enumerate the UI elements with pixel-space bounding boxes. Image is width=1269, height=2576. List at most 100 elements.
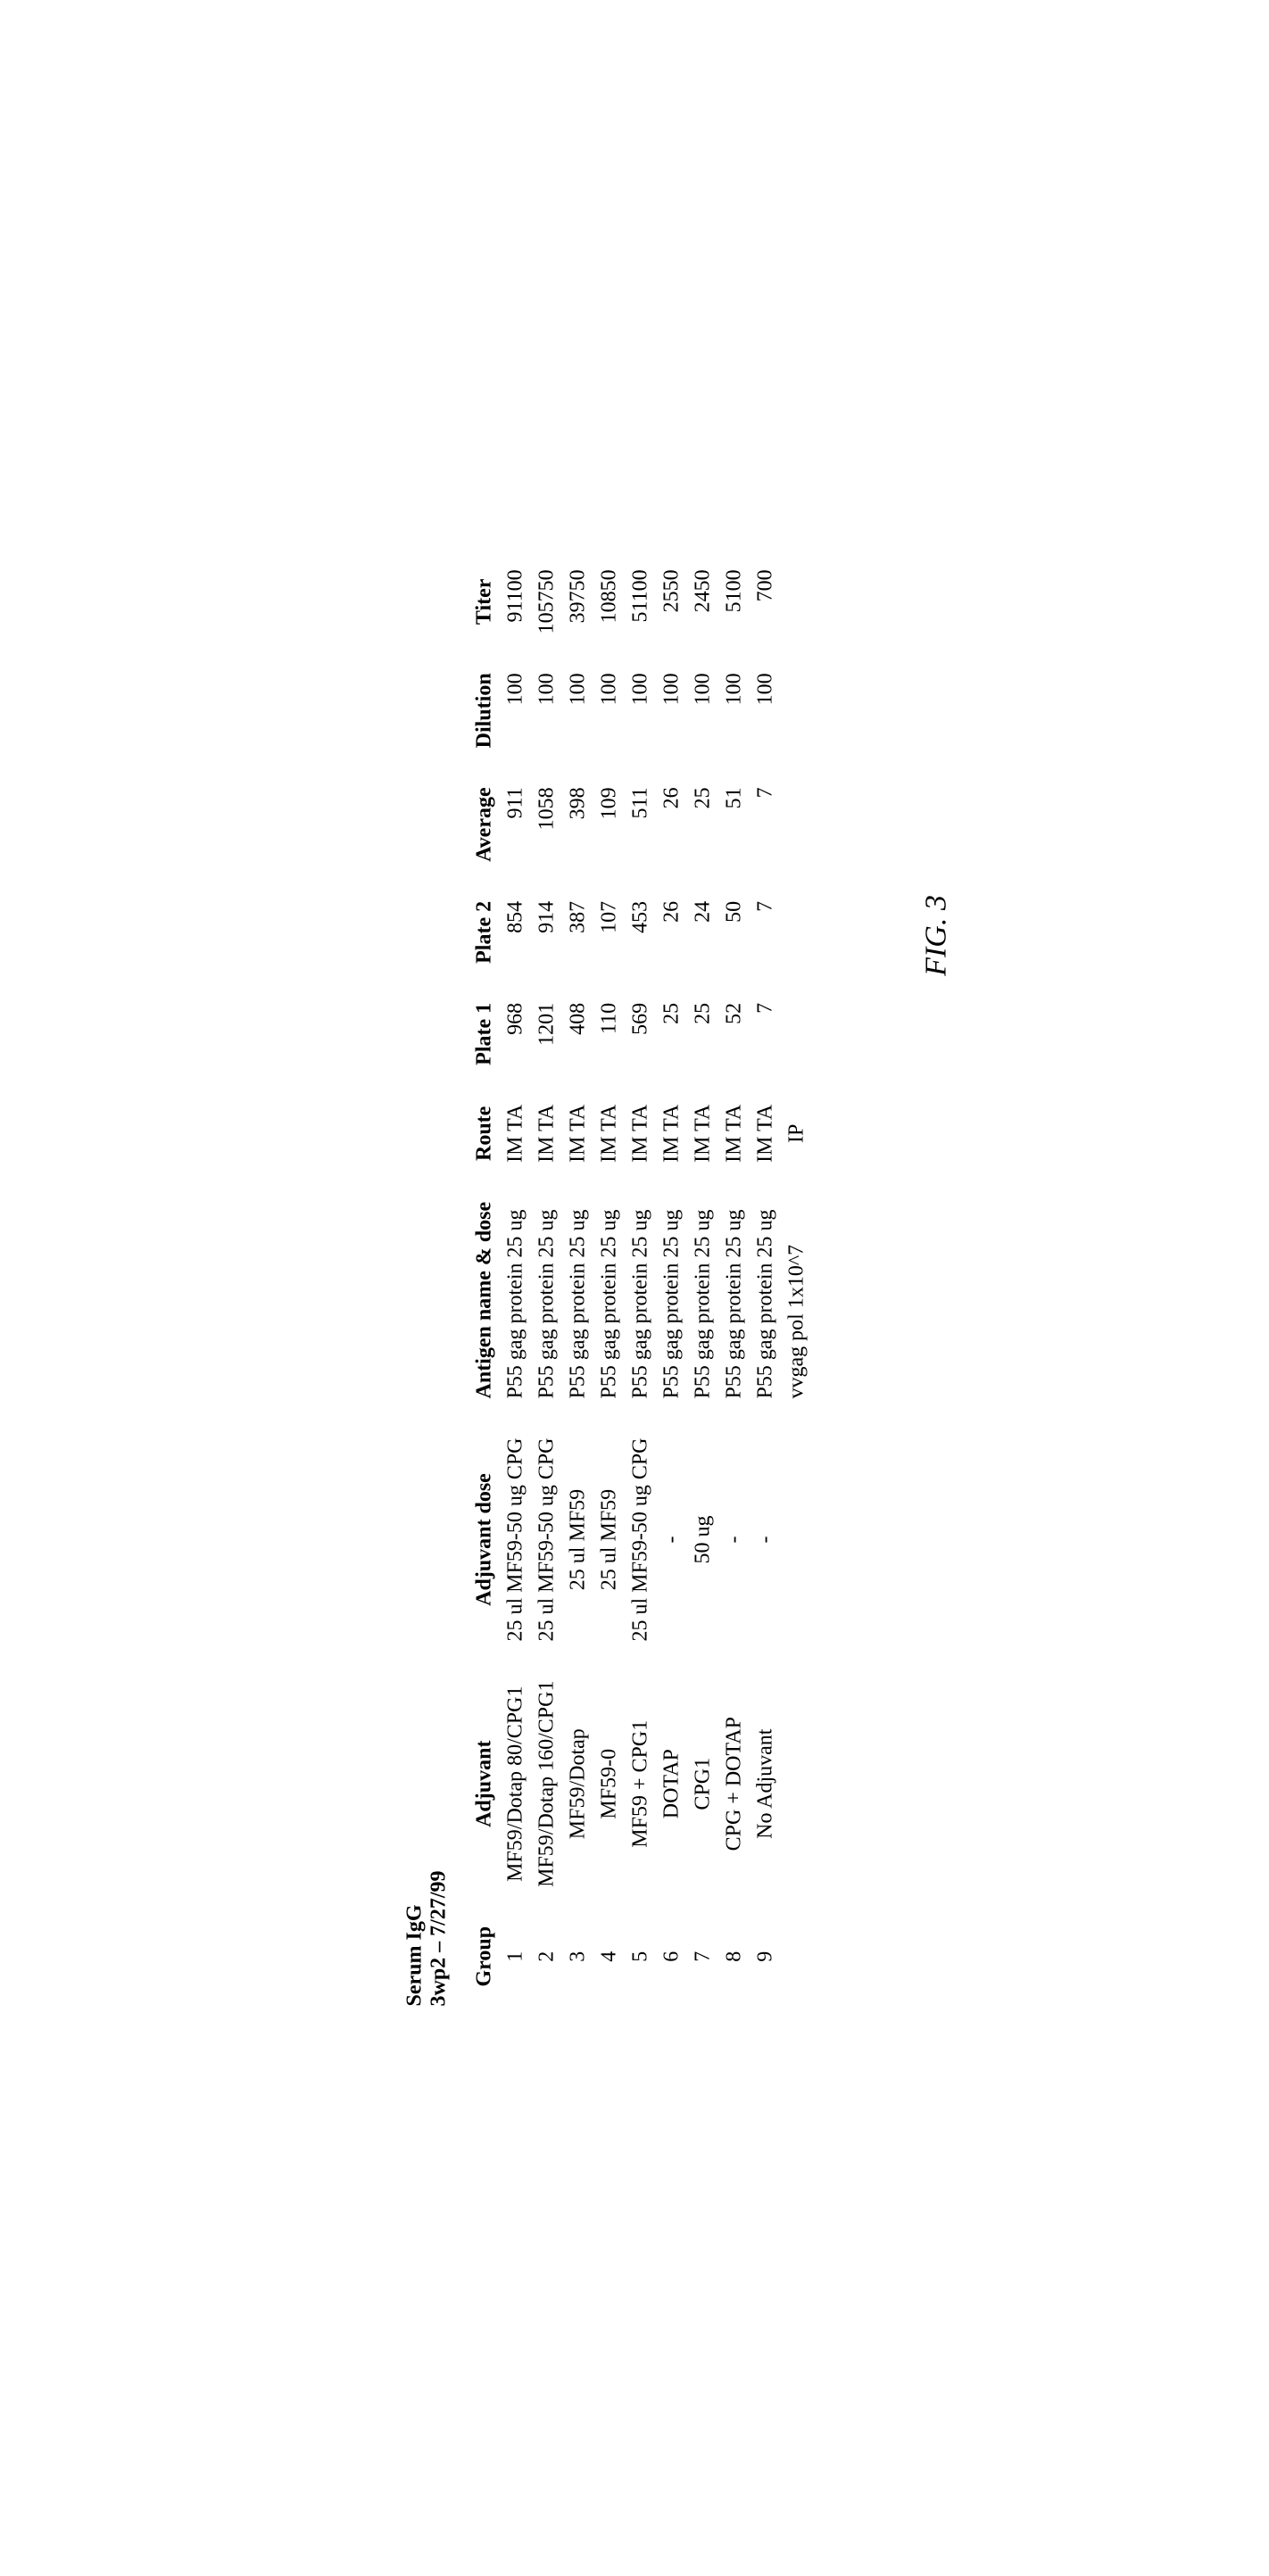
- cell-dil: 100: [501, 653, 532, 767]
- cell-dil: [782, 653, 813, 767]
- cell-adjuvant: [782, 1661, 813, 1907]
- cell-adjdose: 25 ul MF59-50 ug CPG: [626, 1418, 657, 1661]
- cell-p2: [782, 882, 813, 983]
- cell-p1: 1201: [532, 983, 563, 1085]
- cell-avg: 511: [626, 767, 657, 882]
- cell-p2: 50: [719, 882, 751, 983]
- cell-titer: 105750: [532, 550, 563, 653]
- header-line-2: 3wp2 – 7/27/99: [427, 0, 452, 2007]
- cell-p2: 26: [657, 882, 688, 983]
- cell-avg: 26: [657, 767, 688, 882]
- cell-route: IM TA: [751, 1085, 782, 1182]
- col-plate2: Plate 2: [469, 882, 501, 983]
- table-header-row: Group Adjuvant Adjuvant dose Antigen nam…: [469, 550, 501, 2006]
- cell-adjuvant: CPG + DOTAP: [719, 1661, 751, 1907]
- table-row: 4 MF59-0 25 ul MF59 P55 gag protein 25 u…: [594, 550, 626, 2006]
- cell-avg: 25: [688, 767, 719, 882]
- cell-adjuvant: CPG1: [688, 1661, 719, 1907]
- col-route: Route: [469, 1085, 501, 1182]
- col-titer: Titer: [469, 550, 501, 653]
- table-row: 7 CPG1 50 ug P55 gag protein 25 ug IM TA…: [688, 550, 719, 2006]
- cell-antigen: P55 gag protein 25 ug: [657, 1182, 688, 1419]
- table-header-block: Serum IgG 3wp2 – 7/27/99: [403, 0, 452, 2007]
- figure-caption: FIG. 3: [920, 0, 954, 2007]
- cell-dil: 100: [594, 653, 626, 767]
- cell-avg: [782, 767, 813, 882]
- cell-antigen: P55 gag protein 25 ug: [501, 1182, 532, 1419]
- cell-p1: 110: [594, 983, 626, 1085]
- cell-antigen: P55 gag protein 25 ug: [594, 1182, 626, 1419]
- cell-adjdose: 50 ug: [688, 1418, 719, 1661]
- cell-adjuvant: MF59/Dotap: [563, 1661, 594, 1907]
- table-body: 1 MF59/Dotap 80/CPG1 25 ul MF59-50 ug CP…: [501, 550, 813, 2006]
- cell-antigen: P55 gag protein 25 ug: [719, 1182, 751, 1419]
- cell-adjdose: -: [657, 1418, 688, 1661]
- cell-avg: 7: [751, 767, 782, 882]
- col-plate1: Plate 1: [469, 983, 501, 1085]
- cell-dil: 100: [657, 653, 688, 767]
- cell-p1: 25: [688, 983, 719, 1085]
- cell-adjuvant: MF59 + CPG1: [626, 1661, 657, 1907]
- table-row: 6 DOTAP - P55 gag protein 25 ug IM TA 25…: [657, 550, 688, 2006]
- cell-p2: 914: [532, 882, 563, 983]
- cell-group: [782, 1907, 813, 2007]
- cell-titer: 39750: [563, 550, 594, 653]
- cell-antigen: vvgag pol 1x10^7: [782, 1182, 813, 1419]
- cell-p1: 25: [657, 983, 688, 1085]
- cell-titer: 51100: [626, 550, 657, 653]
- cell-antigen: P55 gag protein 25 ug: [626, 1182, 657, 1419]
- cell-p1: 408: [563, 983, 594, 1085]
- cell-route: IP: [782, 1085, 813, 1182]
- cell-adjuvant: No Adjuvant: [751, 1661, 782, 1907]
- cell-route: IM TA: [532, 1085, 563, 1182]
- cell-adjuvant: MF59/Dotap 160/CPG1: [532, 1661, 563, 1907]
- cell-titer: 5100: [719, 550, 751, 653]
- cell-group: 6: [657, 1907, 688, 2007]
- cell-p2: 107: [594, 882, 626, 983]
- col-group: Group: [469, 1907, 501, 2007]
- cell-route: IM TA: [563, 1085, 594, 1182]
- cell-avg: 51: [719, 767, 751, 882]
- cell-group: 4: [594, 1907, 626, 2007]
- cell-p2: 453: [626, 882, 657, 983]
- cell-group: 5: [626, 1907, 657, 2007]
- cell-adjdose: 25 ul MF59: [563, 1418, 594, 1661]
- table-row: 1 MF59/Dotap 80/CPG1 25 ul MF59-50 ug CP…: [501, 550, 532, 2006]
- cell-p2: 387: [563, 882, 594, 983]
- col-adjuvant-dose: Adjuvant dose: [469, 1418, 501, 1661]
- cell-dil: 100: [626, 653, 657, 767]
- cell-p2: 24: [688, 882, 719, 983]
- cell-route: IM TA: [688, 1085, 719, 1182]
- cell-avg: 398: [563, 767, 594, 882]
- cell-route: IM TA: [594, 1085, 626, 1182]
- col-adjuvant: Adjuvant: [469, 1661, 501, 1907]
- col-dilution: Dilution: [469, 653, 501, 767]
- table-row: vvgag pol 1x10^7 IP: [782, 550, 813, 2006]
- cell-adjdose: 25 ul MF59-50 ug CPG: [501, 1418, 532, 1661]
- page-content: Serum IgG 3wp2 – 7/27/99 Group Adjuvant …: [403, 0, 954, 2007]
- table-row: 2 MF59/Dotap 160/CPG1 25 ul MF59-50 ug C…: [532, 550, 563, 2006]
- cell-avg: 109: [594, 767, 626, 882]
- cell-p1: 7: [751, 983, 782, 1085]
- cell-adjdose: -: [751, 1418, 782, 1661]
- cell-p1: 569: [626, 983, 657, 1085]
- cell-adjdose: 25 ul MF59-50 ug CPG: [532, 1418, 563, 1661]
- cell-adjuvant: MF59/Dotap 80/CPG1: [501, 1661, 532, 1907]
- cell-avg: 1058: [532, 767, 563, 882]
- cell-antigen: P55 gag protein 25 ug: [563, 1182, 594, 1419]
- cell-route: IM TA: [501, 1085, 532, 1182]
- cell-group: 1: [501, 1907, 532, 2007]
- cell-antigen: P55 gag protein 25 ug: [532, 1182, 563, 1419]
- header-line-1: Serum IgG: [403, 0, 427, 2007]
- cell-titer: 2550: [657, 550, 688, 653]
- cell-titer: 10850: [594, 550, 626, 653]
- cell-route: IM TA: [657, 1085, 688, 1182]
- cell-route: IM TA: [626, 1085, 657, 1182]
- cell-group: 7: [688, 1907, 719, 2007]
- cell-dil: 100: [532, 653, 563, 767]
- cell-antigen: P55 gag protein 25 ug: [688, 1182, 719, 1419]
- cell-adjdose: -: [719, 1418, 751, 1661]
- cell-group: 3: [563, 1907, 594, 2007]
- cell-dil: 100: [719, 653, 751, 767]
- cell-p1: 52: [719, 983, 751, 1085]
